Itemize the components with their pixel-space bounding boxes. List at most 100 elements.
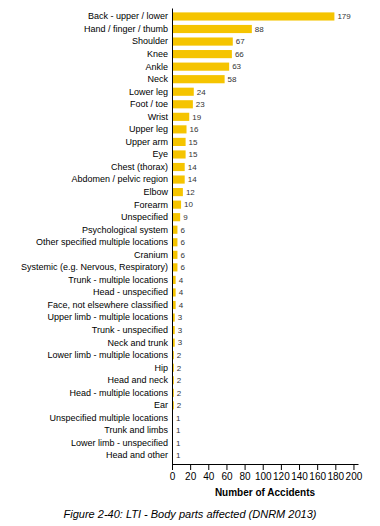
data-label: 9	[183, 213, 188, 222]
y-tick: Upper arm	[125, 137, 168, 147]
x-tick: 200	[346, 464, 363, 482]
y-tick: Lower limb - multiple locations	[47, 350, 168, 360]
chart: 1798867666358242319161515141412109666644…	[0, 0, 380, 526]
y-tick-label: Elbow	[143, 187, 168, 197]
bar	[172, 213, 180, 221]
y-tick: Trunk - multiple locations	[68, 275, 168, 285]
title: Figure 2-40: LTI - Body parts affected (…	[64, 508, 317, 520]
x-tick: 20	[185, 464, 197, 482]
x-tick: 120	[273, 464, 290, 482]
data-label: 15	[189, 150, 198, 159]
y-tick-label: Neck	[147, 74, 168, 84]
bar	[172, 25, 252, 33]
y-tick-label: Forearm	[134, 200, 168, 210]
bars	[172, 12, 334, 459]
data-label: 14	[188, 163, 197, 172]
data-label: 3	[178, 338, 183, 347]
y-tick: Head and other	[106, 450, 168, 460]
y-tick-label: Other specified multiple locations	[36, 237, 169, 247]
bar	[172, 113, 189, 121]
x-tick-label: 160	[309, 471, 326, 482]
y-tick: Back - upper / lower	[88, 11, 168, 21]
x-tick: 80	[240, 464, 252, 482]
x-tick-label: 0	[170, 471, 176, 482]
data-label: 23	[196, 100, 205, 109]
y-tick-label: Knee	[147, 49, 168, 59]
data-label: 63	[232, 62, 241, 71]
y-tick: Unspecified multiple locations	[49, 413, 168, 423]
y-tick-label: Upper leg	[129, 124, 168, 134]
x-tick-label: 200	[346, 471, 363, 482]
x-tick-label: 120	[273, 471, 290, 482]
y-tick-label: Lower limb - unspecified	[71, 438, 168, 448]
bar	[172, 75, 225, 83]
y-tick: Hand / finger / thumb	[84, 24, 168, 34]
y-tick-label: Upper limb - multiple locations	[47, 312, 168, 322]
y-tick: Other specified multiple locations	[36, 237, 169, 247]
data-label: 179	[337, 12, 351, 21]
y-tick-label: Unspecified	[121, 212, 168, 222]
y-tick: Psychological system	[82, 225, 168, 235]
x-tick: 160	[309, 464, 326, 482]
y-tick: Head - multiple locations	[69, 388, 168, 398]
x-tick-label: 20	[185, 471, 197, 482]
data-label: 4	[179, 301, 184, 310]
x-tick-label: 100	[255, 471, 272, 482]
data-label: 6	[180, 263, 185, 272]
y-tick-label: Chest (thorax)	[111, 162, 168, 172]
y-tick: Neck	[147, 74, 168, 84]
y-tick: Eye	[152, 149, 168, 159]
y-tick: Hip	[154, 363, 168, 373]
y-tick-label: Eye	[152, 149, 168, 159]
data-label: 6	[180, 238, 185, 247]
data-label: 1	[176, 451, 181, 460]
x-tick-label: 140	[291, 471, 308, 482]
x-tick: 60	[221, 464, 233, 482]
y-tick-label: Head and other	[106, 450, 168, 460]
y-tick-label: Back - upper / lower	[88, 11, 168, 21]
x-tick-label: 40	[203, 471, 215, 482]
y-tick: Head - unspecified	[93, 287, 168, 297]
y-tick-label: Face, not elsewhere classified	[47, 300, 168, 310]
x-tick-mark	[299, 464, 300, 470]
bar	[172, 12, 334, 20]
y-tick-label: Systemic (e.g. Nervous, Respiratory)	[21, 262, 168, 272]
x-tick-mark	[281, 464, 282, 470]
y-tick-label: Ear	[154, 400, 168, 410]
plot: 1798867666358242319161515141412109666644…	[21, 9, 363, 483]
x-tick-label: 60	[221, 471, 233, 482]
y-tick: Cranium	[134, 250, 168, 260]
y-tick: Foot / toe	[130, 99, 168, 109]
data-label: 16	[190, 125, 199, 134]
y-tick-label: Hip	[154, 363, 168, 373]
y-tick: Ear	[154, 400, 168, 410]
y-tick-label: Abdomen / pelvic region	[71, 174, 168, 184]
data-label: 88	[255, 25, 264, 34]
bar	[172, 163, 185, 171]
y-tick: Ankle	[145, 62, 168, 72]
y-tick: Systemic (e.g. Nervous, Respiratory)	[21, 262, 168, 272]
x-axis: 020406080100120140160180200	[170, 464, 363, 482]
bar	[172, 175, 185, 183]
data-label: 4	[179, 276, 184, 285]
y-tick-label: Wrist	[148, 112, 169, 122]
data-label: 58	[228, 75, 237, 84]
x-tick: 40	[203, 464, 215, 482]
y-tick: Unspecified	[121, 212, 168, 222]
y-tick: Forearm	[134, 200, 168, 210]
x-tick-mark	[190, 464, 191, 470]
x-tick-mark	[263, 464, 264, 470]
data-label: 1	[176, 426, 181, 435]
y-tick-label: Trunk - multiple locations	[68, 275, 168, 285]
y-tick-label: Upper arm	[125, 137, 168, 147]
data-label: 15	[189, 138, 198, 147]
y-tick-label: Ankle	[145, 62, 168, 72]
data-label: 1	[176, 414, 181, 423]
x-tick: 140	[291, 464, 308, 482]
data-label: 2	[177, 401, 182, 410]
data-label: 10	[184, 200, 193, 209]
data-label: 19	[192, 113, 201, 122]
x-tick-label: 80	[240, 471, 252, 482]
y-tick: Trunk - unspecified	[92, 325, 168, 335]
y-tick: Neck and trunk	[107, 338, 168, 348]
